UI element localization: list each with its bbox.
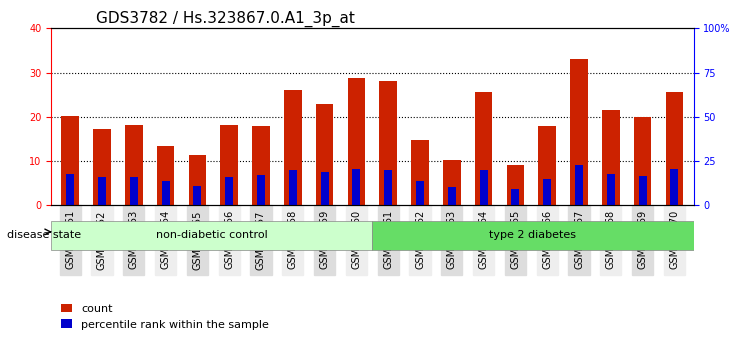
Bar — [284, 90, 301, 205]
Bar — [666, 92, 683, 205]
Bar — [93, 129, 111, 205]
Bar — [539, 126, 556, 205]
Text: GDS3782 / Hs.323867.0.A1_3p_at: GDS3782 / Hs.323867.0.A1_3p_at — [96, 11, 355, 27]
Bar — [220, 125, 238, 205]
FancyBboxPatch shape — [372, 221, 694, 250]
Bar — [257, 175, 265, 205]
Bar — [411, 140, 429, 205]
Bar — [480, 170, 488, 205]
Bar — [193, 186, 201, 205]
Bar — [320, 172, 329, 205]
Bar — [157, 145, 174, 205]
Bar — [380, 81, 397, 205]
Bar — [602, 110, 620, 205]
Bar — [543, 179, 551, 205]
Bar — [570, 59, 588, 205]
Text: type 2 diabetes: type 2 diabetes — [489, 230, 577, 240]
Bar — [66, 175, 74, 205]
Bar — [474, 92, 492, 205]
Bar — [512, 189, 519, 205]
Bar — [507, 165, 524, 205]
Bar — [316, 104, 334, 205]
Bar — [61, 116, 79, 205]
Bar — [670, 169, 678, 205]
Bar — [253, 126, 270, 205]
Bar — [575, 166, 583, 205]
Text: non-diabetic control: non-diabetic control — [155, 230, 268, 240]
Bar — [130, 177, 138, 205]
Bar — [347, 78, 365, 205]
Legend: count, percentile rank within the sample: count, percentile rank within the sample — [57, 299, 274, 334]
Bar — [188, 155, 206, 205]
Bar — [416, 181, 424, 205]
Bar — [634, 117, 651, 205]
FancyBboxPatch shape — [51, 221, 372, 250]
Bar — [447, 187, 456, 205]
Bar — [161, 181, 169, 205]
Bar — [639, 176, 647, 205]
Bar — [289, 170, 297, 205]
Bar — [98, 177, 106, 205]
Bar — [226, 177, 233, 205]
Text: disease state: disease state — [7, 230, 82, 240]
Bar — [607, 175, 615, 205]
Bar — [384, 170, 392, 205]
Bar — [353, 169, 361, 205]
Bar — [443, 160, 461, 205]
Bar — [125, 125, 142, 205]
